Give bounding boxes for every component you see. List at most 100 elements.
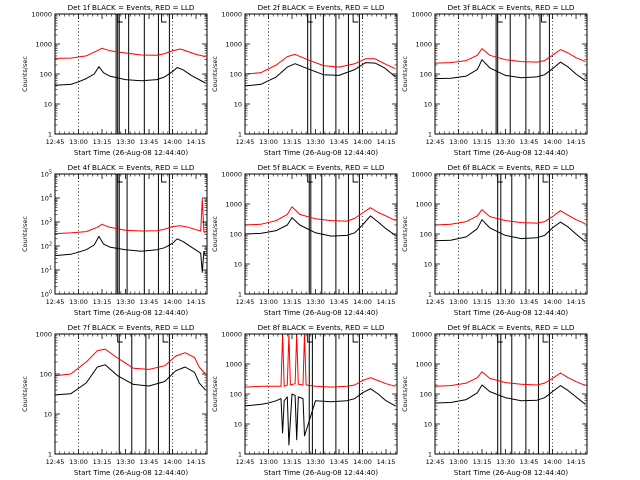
chart-title: Det 3f BLACK = Events, RED = LLD <box>448 3 575 12</box>
series-group <box>55 47 206 86</box>
plot-frame <box>54 333 208 455</box>
x-tick-label: 13:30 <box>116 458 135 466</box>
series-line-black <box>245 215 396 237</box>
bracket-mark <box>542 174 549 183</box>
y-tick-label: 1 <box>238 451 242 459</box>
y-tick-label: 100 <box>40 371 52 379</box>
y-axis-label: Counts/sec <box>401 56 409 92</box>
y-tick-label: 10 <box>234 421 242 429</box>
y-tick-label: 10000 <box>221 331 242 339</box>
y-tick-label: 10 <box>234 101 242 109</box>
series-line-black <box>435 219 586 243</box>
x-tick-label: 12:45 <box>236 138 255 146</box>
y-axis-label: Counts/sec <box>21 376 29 412</box>
plot-frame <box>244 333 398 455</box>
x-tick-label: 13:45 <box>330 458 349 466</box>
series-line-black <box>55 364 206 396</box>
x-tick-label: 14:15 <box>187 298 206 306</box>
y-tick-label: 105 <box>41 170 52 179</box>
y-tick-label: 1 <box>238 291 242 299</box>
x-tick-label: 13:30 <box>306 458 325 466</box>
bracket-mark <box>161 174 167 183</box>
x-tick-label: 12:45 <box>236 458 255 466</box>
x-tick-label: 13:15 <box>283 458 302 466</box>
y-tick-label: 100 <box>41 290 52 299</box>
x-tick-label: 13:00 <box>259 298 278 306</box>
series-line-red <box>245 334 396 388</box>
bracket-mark <box>542 334 549 343</box>
chart-title: Det 2f BLACK = Events, RED = LLD <box>258 3 385 12</box>
y-tick-label: 10 <box>44 411 52 419</box>
x-tick-label: 13:15 <box>283 298 302 306</box>
plot-frame <box>434 333 588 455</box>
x-tick-label: 13:15 <box>93 138 112 146</box>
series-line-red <box>55 348 206 377</box>
chart-title: Det 1f BLACK = Events, RED = LLD <box>68 3 195 12</box>
x-tick-label: 14:00 <box>543 298 562 306</box>
x-tick-label: 14:00 <box>353 458 372 466</box>
x-tick-label: 14:00 <box>543 138 562 146</box>
chart-panel-2: Det 2f BLACK = Events, RED = LLD Counts/s… <box>211 3 398 157</box>
y-tick-label: 10000 <box>411 11 432 19</box>
y-tick-label: 1 <box>48 451 52 459</box>
bracket-mark <box>352 334 359 343</box>
series-line-red <box>55 198 206 235</box>
y-tick-label: 1 <box>428 291 432 299</box>
y-tick-label: 1000 <box>415 361 432 369</box>
bracket-mark <box>162 334 169 343</box>
y-tick-label: 104 <box>41 194 52 203</box>
x-tick-label: 13:45 <box>330 298 349 306</box>
x-tick-label: 14:00 <box>543 458 562 466</box>
bracket-mark <box>497 334 503 343</box>
x-tick-label: 13:00 <box>259 138 278 146</box>
chart-panel-8: Det 8f BLACK = Events, RED = LLD Counts/s… <box>211 323 398 477</box>
series-line-black <box>55 235 206 273</box>
y-tick-label: 1000 <box>225 361 242 369</box>
y-tick-label: 10000 <box>221 171 242 179</box>
series-line-red <box>435 48 586 64</box>
series-group <box>55 348 206 396</box>
series-group <box>245 334 396 446</box>
y-tick-label: 102 <box>41 242 52 251</box>
plot-frame <box>434 173 588 295</box>
chart-title: Det 5f BLACK = Events, RED = LLD <box>258 163 385 172</box>
x-tick-label: 13:00 <box>449 298 468 306</box>
y-tick-label: 101 <box>41 266 52 275</box>
x-tick-label: 13:30 <box>116 298 135 306</box>
x-tick-label: 13:15 <box>473 458 492 466</box>
y-tick-label: 1 <box>428 131 432 139</box>
chart-title: Det 7f BLACK = Events, RED = LLD <box>68 323 195 332</box>
x-tick-label: 13:45 <box>140 298 159 306</box>
x-tick-label: 14:00 <box>353 138 372 146</box>
x-tick-label: 13:00 <box>69 298 88 306</box>
chart-panel-9: Det 9f BLACK = Events, RED = LLD Counts/s… <box>401 323 588 477</box>
x-axis-label: Start Time (26-Aug-08 12:44:40) <box>264 149 378 157</box>
x-tick-label: 12:45 <box>426 138 445 146</box>
bracket-mark <box>541 14 547 23</box>
x-tick-label: 14:00 <box>353 298 372 306</box>
y-tick-label: 1000 <box>35 41 52 49</box>
series-line-black <box>245 62 396 87</box>
x-tick-label: 13:45 <box>140 138 159 146</box>
y-tick-label: 100 <box>420 71 432 79</box>
bracket-mark <box>117 174 123 183</box>
x-tick-label: 13:00 <box>69 458 88 466</box>
chart-title: Det 9f BLACK = Events, RED = LLD <box>448 323 575 332</box>
chart-title: Det 6f BLACK = Events, RED = LLD <box>448 163 575 172</box>
x-tick-label: 13:30 <box>496 138 515 146</box>
y-tick-label: 1 <box>428 451 432 459</box>
y-tick-label: 100 <box>420 391 432 399</box>
x-axis-label: Start Time (26-Aug-08 12:44:40) <box>264 309 378 317</box>
bracket-mark <box>117 14 123 23</box>
series-line-red <box>245 206 396 226</box>
x-tick-label: 13:30 <box>496 458 515 466</box>
plot-frame <box>54 13 208 135</box>
y-tick-label: 10 <box>424 421 432 429</box>
y-tick-label: 1000 <box>415 201 432 209</box>
x-tick-label: 14:00 <box>163 298 182 306</box>
y-tick-label: 10 <box>424 101 432 109</box>
y-tick-label: 10 <box>234 261 242 269</box>
x-tick-label: 13:15 <box>93 298 112 306</box>
bracket-mark <box>352 174 359 183</box>
